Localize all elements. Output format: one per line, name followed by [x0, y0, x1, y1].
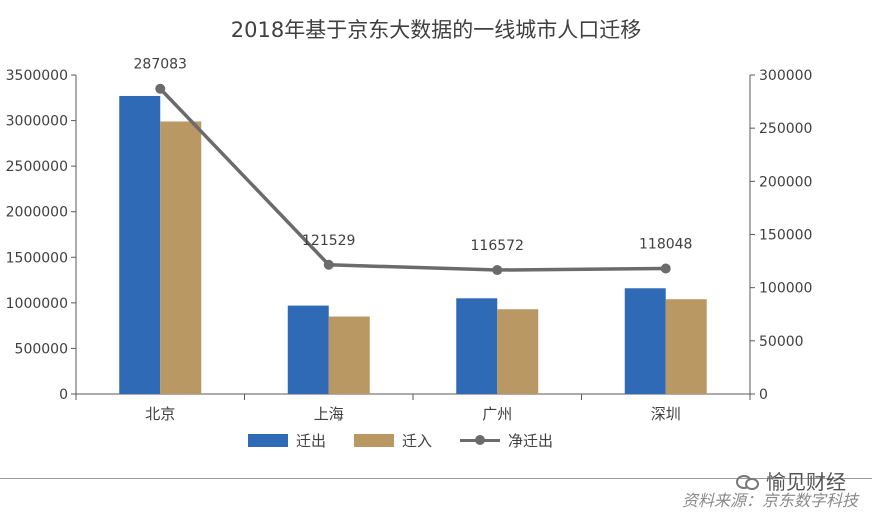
- left-axis-tick-label: 3500000: [6, 68, 68, 84]
- x-axis-tick-label: 深圳: [651, 405, 681, 423]
- legend-item-inflow: 迁入: [354, 430, 432, 451]
- legend-item-net-outflow: 净迁出: [460, 430, 553, 451]
- watermark-text: 愉见财经: [766, 470, 846, 494]
- wechat-icon: [736, 473, 759, 490]
- bar-inflow: [665, 299, 707, 394]
- net-outflow-data-label: 287083: [134, 57, 187, 73]
- right-axis-tick-label: 50000: [759, 334, 804, 350]
- chart-legend: 迁出 迁入 净迁出: [248, 430, 581, 451]
- legend-item-outflow: 迁出: [248, 430, 326, 451]
- chart-title: 2018年基于京东大数据的一线城市人口迁移: [230, 18, 642, 42]
- net-outflow-data-label: 116572: [471, 238, 524, 254]
- source-note: 资料来源：京东数字科技: [681, 491, 858, 510]
- net-outflow-point: [492, 265, 503, 276]
- left-axis-tick-label: 1500000: [6, 250, 68, 266]
- left-axis-tick-label: 2000000: [6, 205, 68, 221]
- right-axis-tick-label: 0: [759, 387, 768, 403]
- net-outflow-point: [323, 259, 334, 270]
- bar-inflow: [497, 309, 539, 394]
- bar-outflow: [119, 95, 161, 394]
- footer-divider: [0, 478, 872, 479]
- right-axis-tick-label: 100000: [759, 281, 812, 297]
- watermark: 愉见财经: [736, 466, 846, 495]
- bar-outflow: [624, 288, 666, 394]
- bar-inflow: [160, 121, 202, 395]
- x-axis-tick-label: 北京: [145, 405, 175, 423]
- legend-swatch-net-outflow: [460, 434, 501, 447]
- legend-label-net-outflow: 净迁出: [508, 432, 554, 450]
- bar-outflow: [456, 298, 498, 394]
- left-axis-tick-label: 1000000: [6, 296, 68, 312]
- net-outflow-data-label: 121529: [302, 233, 355, 249]
- legend-label-inflow: 迁入: [402, 432, 433, 450]
- net-outflow-data-label: 118048: [639, 236, 692, 252]
- net-outflow-line: [158, 87, 666, 272]
- right-axis-tick-label: 250000: [759, 121, 812, 137]
- right-axis-tick-label: 300000: [759, 68, 812, 84]
- legend-swatch-inflow: [354, 434, 395, 447]
- right-axis-tick-label: 150000: [759, 228, 812, 244]
- left-axis-tick-label: 0: [59, 387, 68, 403]
- legend-label-outflow: 迁出: [296, 432, 327, 450]
- legend-swatch-outflow: [248, 434, 288, 447]
- x-axis-tick-label: 广州: [482, 405, 512, 423]
- net-outflow-point: [155, 83, 166, 94]
- bar-outflow: [287, 305, 329, 394]
- left-axis-tick-label: 2500000: [6, 159, 68, 175]
- right-axis-tick-label: 200000: [759, 174, 812, 190]
- x-axis-tick-label: 上海: [314, 405, 344, 423]
- left-axis-tick-label: 3000000: [6, 114, 68, 130]
- bar-inflow: [328, 316, 370, 394]
- left-axis-tick-label: 500000: [15, 341, 68, 357]
- net-outflow-point: [660, 263, 671, 274]
